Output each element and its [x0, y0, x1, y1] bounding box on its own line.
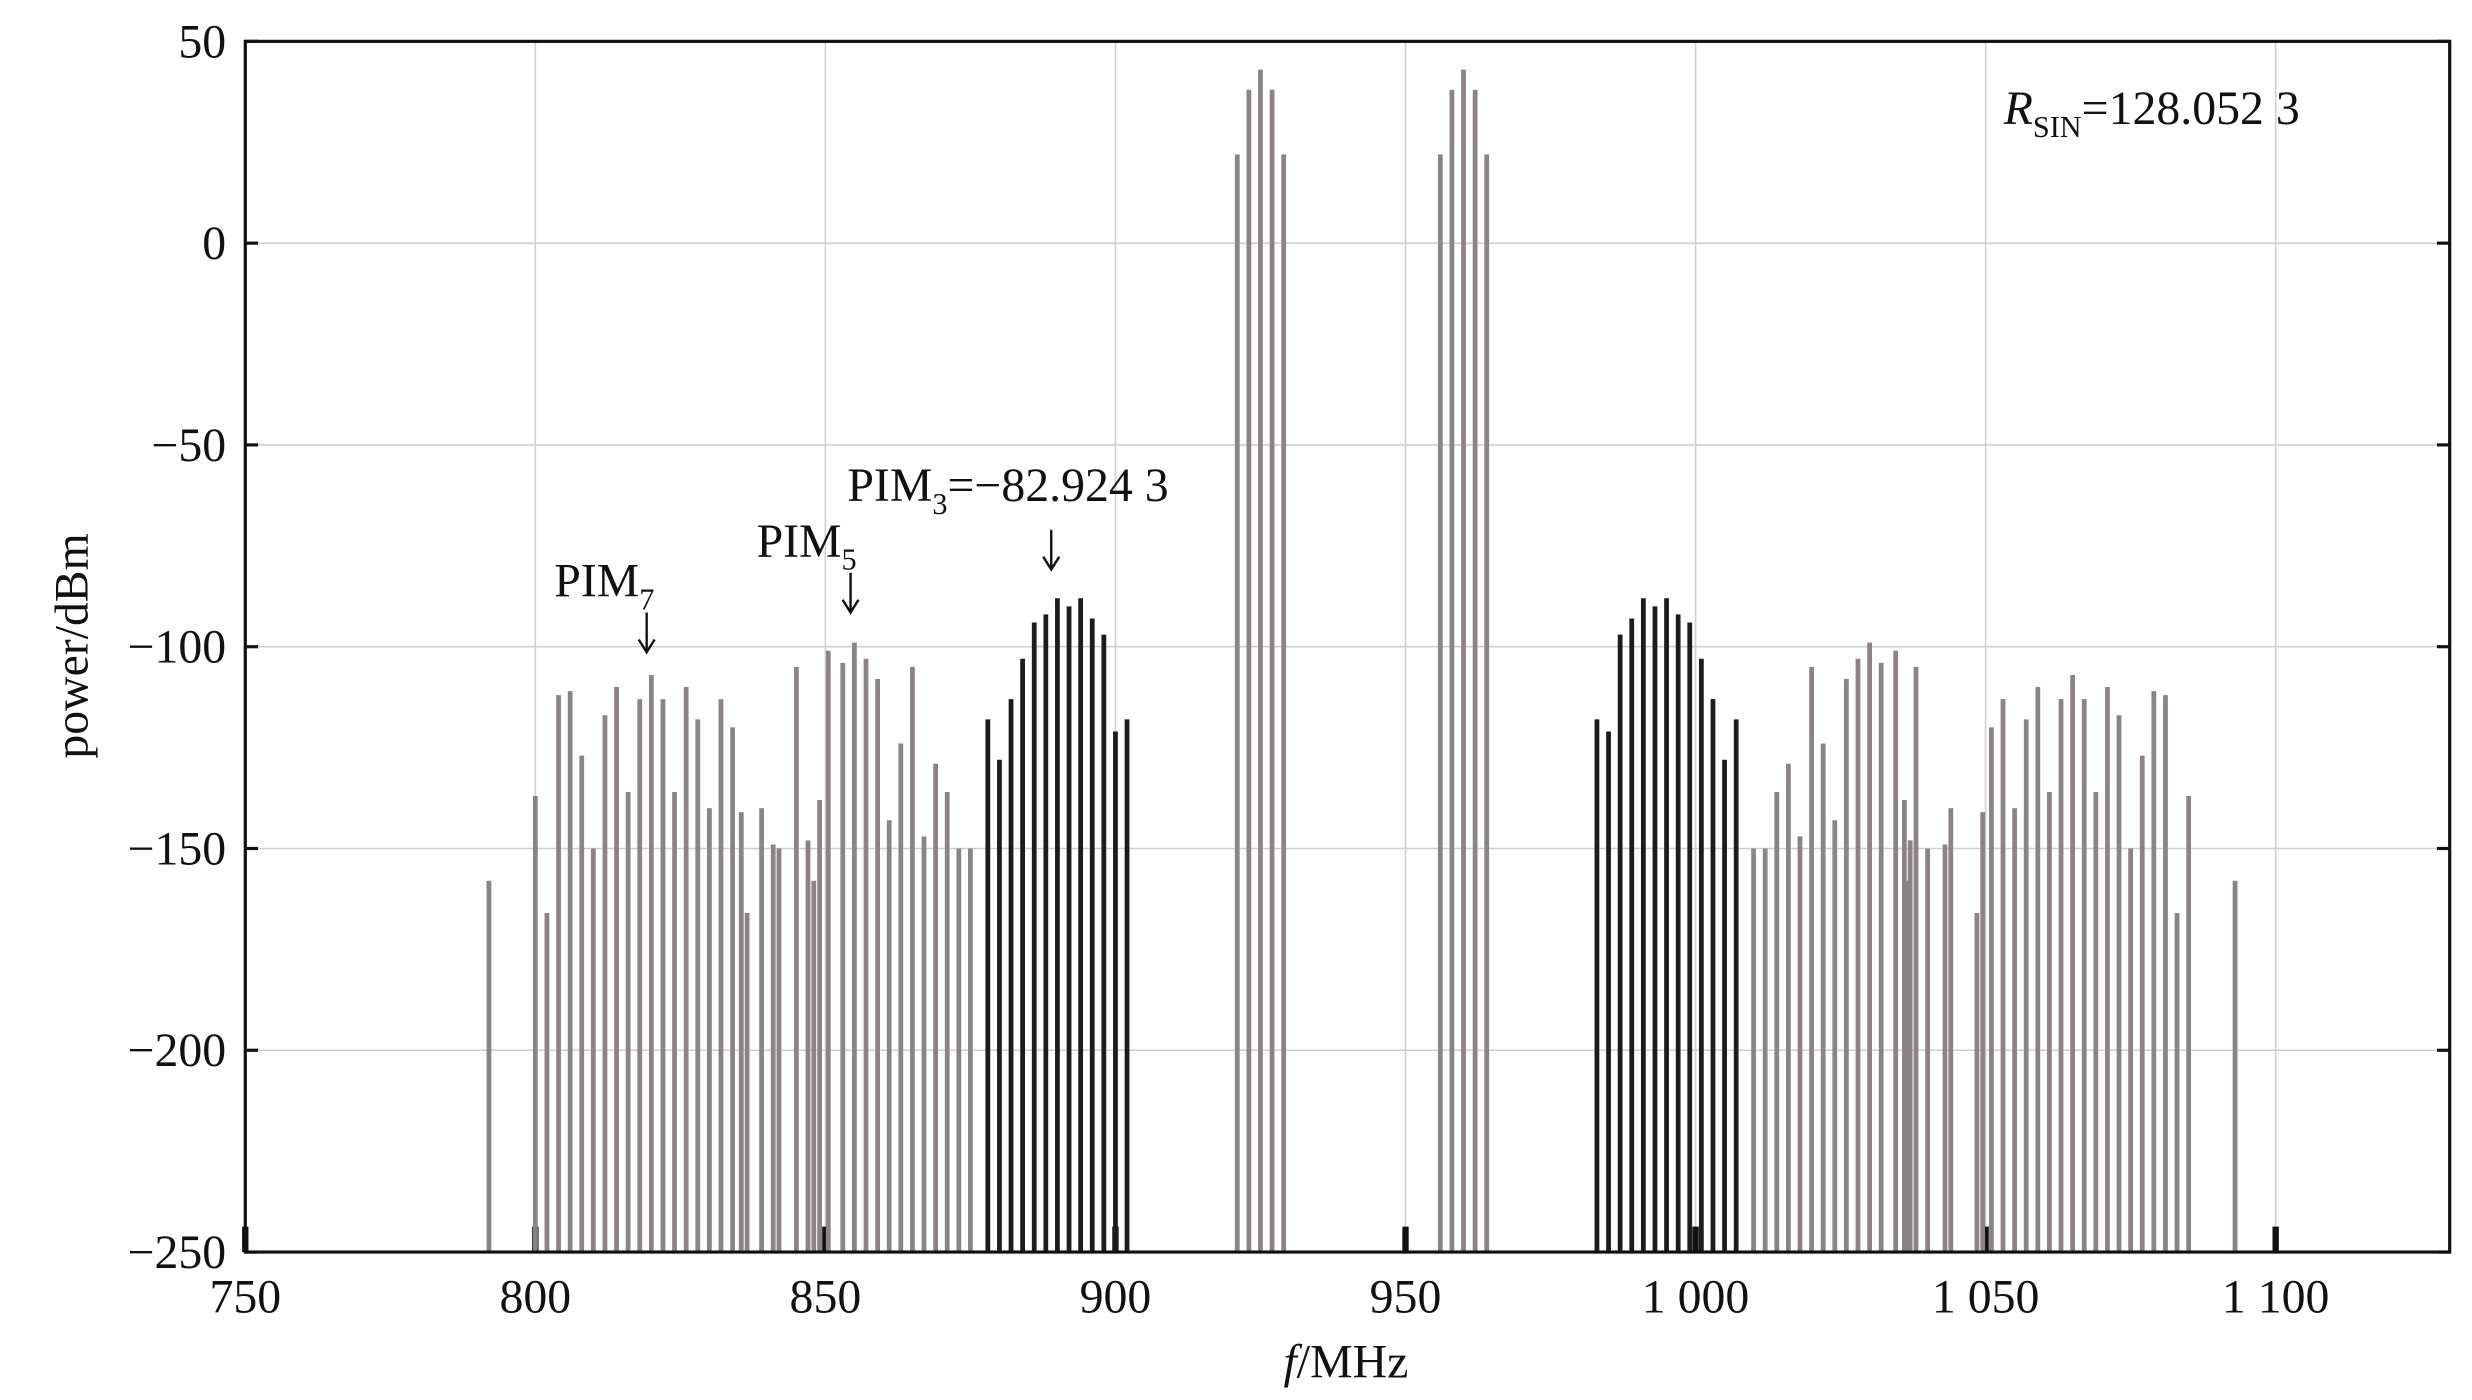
r-sin-annotation: RSIN=128.052 3 — [2003, 82, 2300, 144]
annotation: PIM5 — [757, 515, 857, 577]
arrow-head — [1042, 556, 1061, 572]
x-tick-label: 1 000 — [1642, 1271, 1750, 1324]
arrow-head — [637, 638, 656, 655]
x-tick-label: 850 — [790, 1271, 862, 1324]
x-tick-label: 1 050 — [1932, 1271, 2040, 1324]
y-tick-label: −150 — [128, 822, 227, 875]
x-tick-label: 1 100 — [2222, 1271, 2330, 1324]
annotation: PIM3=−82.924 3 — [847, 459, 1168, 521]
y-tick-label: −100 — [128, 621, 227, 674]
y-tick-label: 50 — [178, 15, 226, 68]
annotation-text: PIM — [554, 555, 639, 608]
annotation-value: =−82.924 3 — [947, 459, 1168, 512]
annotation: PIM7 — [554, 555, 654, 617]
y-tick-label: −250 — [128, 1226, 227, 1279]
x-axis-label: f/MHz — [1284, 1336, 1409, 1389]
y-tick-label: 0 — [202, 217, 226, 270]
arrow-head — [841, 599, 860, 615]
y-axis-label: power/dBm — [46, 533, 99, 758]
x-tick-label: 900 — [1080, 1271, 1152, 1324]
plot-frame — [243, 39, 2452, 1254]
y-tick-label: −50 — [151, 419, 226, 472]
annotation-sub: 5 — [842, 543, 857, 577]
x-tick-label: 750 — [209, 1271, 281, 1324]
annotation-text: PIM — [757, 515, 842, 568]
y-tick-label: −200 — [128, 1024, 227, 1077]
annotation-text: PIM — [847, 459, 932, 512]
x-tick-label: 950 — [1370, 1271, 1442, 1324]
x-tick-label: 800 — [500, 1271, 572, 1324]
annotation-sub: 7 — [639, 582, 654, 616]
annotation-sub: 3 — [932, 487, 947, 521]
